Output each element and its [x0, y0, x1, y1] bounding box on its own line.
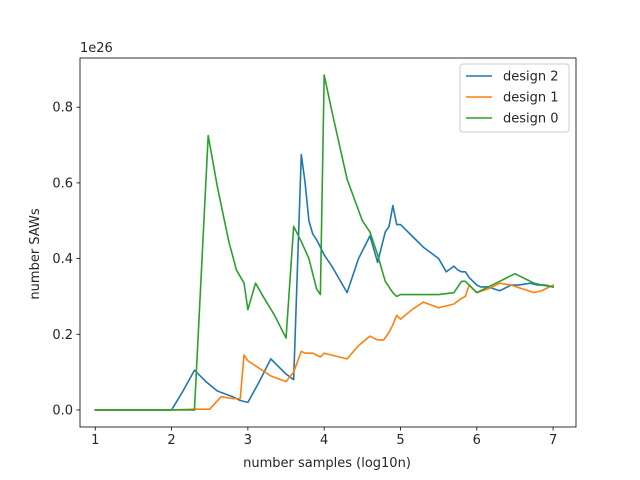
legend-label: design 1: [503, 91, 559, 106]
legend-box: [459, 63, 570, 133]
x-tick-label: 1: [91, 433, 99, 448]
y-offset-label: 1e26: [80, 41, 113, 56]
x-tick-label: 4: [320, 433, 328, 448]
y-tick-label: 0.2: [52, 328, 73, 343]
y-tick-label: 0.0: [52, 403, 73, 418]
x-axis-label: number samples (log10n): [243, 456, 411, 471]
axes-frame: [79, 57, 577, 428]
x-tick-label: 6: [473, 433, 481, 448]
legend-label: design 2: [503, 70, 559, 85]
x-tick-label: 7: [549, 433, 557, 448]
series-line-design-0: [94, 74, 555, 411]
x-tick-label: 2: [167, 433, 175, 448]
y-tick-label: 0.8: [52, 101, 73, 116]
x-tick-label: 5: [396, 433, 404, 448]
legend-label: design 0: [503, 112, 559, 127]
series-line-design-2: [94, 153, 555, 411]
plot-area: [94, 74, 555, 411]
axes: 1 2 3 4 5 6 7 0.0 0.2 0.4 0.6 0.8: [52, 57, 577, 448]
y-tick-label: 0.4: [52, 252, 73, 267]
y-axis-label: number SAWs: [28, 208, 43, 299]
y-tick-label: 0.6: [52, 176, 73, 191]
x-tick-label: 3: [244, 433, 252, 448]
legend: design 2 design 1 design 0: [459, 63, 570, 133]
